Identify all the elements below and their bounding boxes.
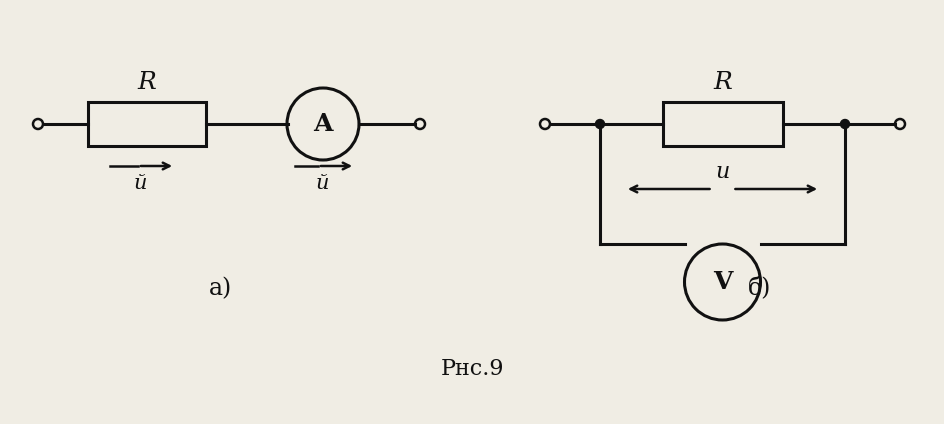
Circle shape [415, 119, 425, 129]
Text: a): a) [209, 277, 231, 301]
Circle shape [840, 120, 850, 128]
Text: й: й [133, 174, 146, 193]
Text: Рнс.9: Рнс.9 [440, 358, 504, 380]
Bar [663, 102, 783, 146]
Circle shape [33, 119, 43, 129]
Text: V: V [713, 270, 733, 294]
Circle shape [596, 120, 604, 128]
Circle shape [895, 119, 905, 129]
Bar [88, 102, 206, 146]
Text: A: A [313, 112, 332, 136]
Text: R: R [138, 71, 157, 94]
Text: й: й [315, 174, 329, 193]
Circle shape [684, 244, 761, 320]
Text: б): б) [749, 277, 771, 301]
Circle shape [287, 88, 359, 160]
Text: и: и [716, 161, 730, 183]
Circle shape [540, 119, 550, 129]
Text: R: R [713, 71, 732, 94]
